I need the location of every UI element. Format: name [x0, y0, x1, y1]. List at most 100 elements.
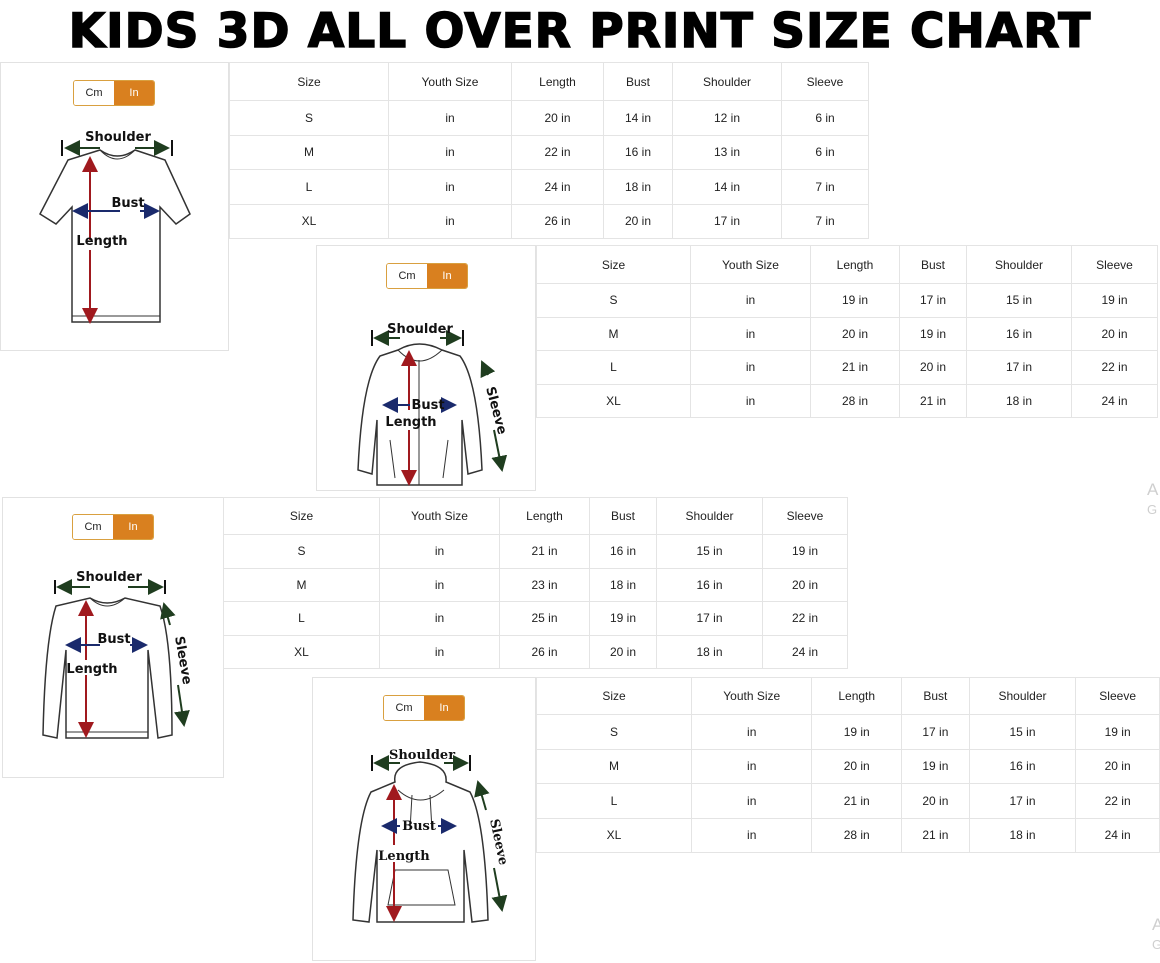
unit-option-in[interactable]: In [427, 264, 467, 288]
column-header: Length [811, 677, 903, 715]
table-cell: XL [229, 203, 389, 239]
table-cell: in [690, 283, 811, 318]
table-cell: in [691, 748, 813, 784]
table-cell: 22 in [511, 134, 604, 170]
unit-option-cm[interactable]: Cm [74, 81, 114, 105]
table-cell: 22 in [1071, 350, 1158, 385]
table-cell: 23 in [499, 567, 590, 602]
table-cell: 17 in [966, 350, 1072, 385]
table-cell: 21 in [499, 534, 590, 569]
column-header: Shoulder [656, 497, 763, 535]
table-cell: 15 in [968, 714, 1077, 750]
table-header-row: Size Youth Size Length Bust Shoulder Sleeve [223, 497, 848, 535]
table-cell: 19 in [810, 283, 900, 318]
unit-option-in[interactable]: In [114, 81, 154, 105]
column-header: Youth Size [691, 677, 813, 715]
table-cell: in [690, 316, 811, 351]
column-header: Size [223, 497, 380, 535]
page-title: KIDS 3D ALL OVER PRINT SIZE CHART [68, 3, 1092, 60]
watermark-line: A [1152, 915, 1160, 934]
column-header: Bust [589, 497, 657, 535]
table-cell: 20 in [603, 203, 673, 239]
table-cell: XL [536, 383, 691, 418]
unit-toggle[interactable]: Cm In [73, 80, 155, 106]
unit-option-cm[interactable]: Cm [384, 696, 424, 720]
unit-toggle[interactable]: Cm In [72, 514, 154, 540]
table-cell: 28 in [811, 817, 903, 853]
table-cell: in [388, 203, 512, 239]
table-cell: 7 in [781, 169, 869, 205]
column-header: Shoulder [672, 62, 782, 101]
table-cell: 22 in [762, 601, 848, 636]
table-cell: in [388, 134, 512, 170]
table-cell: 20 in [1071, 316, 1158, 351]
table-cell: L [535, 783, 693, 819]
watermark-line: G [1147, 502, 1158, 517]
table-cell: L [229, 169, 389, 205]
column-header: Youth Size [379, 497, 500, 535]
table-cell: 14 in [672, 169, 782, 205]
table-cell: 17 in [968, 783, 1077, 819]
table-cell: 20 in [899, 350, 967, 385]
table-row: XL in 26 in 20 in 18 in 24 in [223, 634, 848, 669]
table-cell: 26 in [499, 634, 590, 669]
table-cell: 22 in [1075, 783, 1160, 819]
unit-option-cm[interactable]: Cm [73, 515, 113, 539]
table-cell: in [690, 350, 811, 385]
column-header: Length [499, 497, 590, 535]
table-cell: S [229, 100, 389, 136]
table-cell: 7 in [781, 203, 869, 239]
table-cell: in [690, 383, 811, 418]
unit-toggle[interactable]: Cm In [386, 263, 468, 289]
table-cell: 20 in [511, 100, 604, 136]
table-cell: 18 in [968, 817, 1077, 853]
table-cell: L [536, 350, 691, 385]
unit-option-in[interactable]: In [424, 696, 464, 720]
table-header-row: Size Youth Size Length Bust Shoulder Sleeve [535, 677, 1160, 715]
column-header: Sleeve [762, 497, 848, 535]
table-row: XL in 28 in 21 in 18 in 24 in [536, 383, 1158, 418]
column-header: Length [810, 245, 900, 284]
table-cell: in [379, 601, 500, 636]
table-cell: 19 in [589, 601, 657, 636]
table-cell: 20 in [589, 634, 657, 669]
unit-option-cm[interactable]: Cm [387, 264, 427, 288]
column-header: Sleeve [1075, 677, 1160, 715]
table-cell: 15 in [656, 534, 763, 569]
table-cell: 25 in [499, 601, 590, 636]
table-cell: S [536, 283, 691, 318]
column-header: Bust [899, 245, 967, 284]
table-cell: 26 in [511, 203, 604, 239]
table-cell: 16 in [966, 316, 1072, 351]
table-cell: 13 in [672, 134, 782, 170]
table-cell: 28 in [810, 383, 900, 418]
table-cell: 6 in [781, 100, 869, 136]
column-header: Shoulder [968, 677, 1077, 715]
table-cell: 21 in [810, 350, 900, 385]
table-cell: 18 in [589, 567, 657, 602]
table-cell: in [388, 100, 512, 136]
table-cell: 24 in [511, 169, 604, 205]
table-cell: 18 in [656, 634, 763, 669]
table-cell: 24 in [762, 634, 848, 669]
table-cell: M [229, 134, 389, 170]
unit-option-in[interactable]: In [113, 515, 153, 539]
column-header: Size [536, 245, 691, 284]
table-cell: XL [535, 817, 693, 853]
table-cell: 19 in [899, 316, 967, 351]
unit-toggle[interactable]: Cm In [383, 695, 465, 721]
